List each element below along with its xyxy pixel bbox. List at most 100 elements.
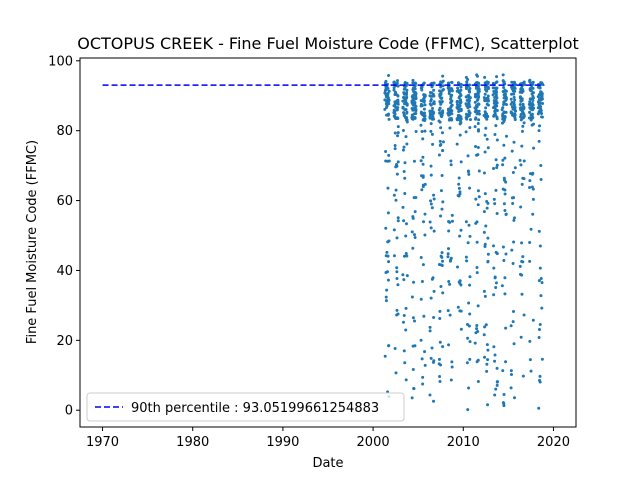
scatter-point	[401, 320, 405, 324]
scatter-point	[467, 99, 471, 103]
scatter-point	[491, 93, 495, 97]
scatter-point	[475, 271, 479, 275]
scatter-point	[530, 92, 534, 96]
scatter-point	[457, 109, 461, 113]
scatter-point	[394, 198, 398, 202]
scatter-point	[501, 163, 505, 167]
scatter-point	[473, 341, 477, 345]
scatter-point	[531, 212, 535, 216]
x-tick-label: 1970	[86, 435, 119, 450]
scatter-point	[459, 85, 463, 89]
scatter-point	[384, 299, 388, 303]
scatter-point	[485, 102, 489, 106]
scatter-point	[447, 88, 451, 92]
scatter-point	[467, 386, 471, 390]
scatter-point	[538, 266, 542, 270]
scatter-point	[482, 210, 486, 214]
scatter-point	[495, 75, 499, 79]
scatter-point	[512, 342, 516, 346]
scatter-point	[439, 189, 443, 193]
scatter-point	[429, 122, 433, 126]
scatter-point	[486, 87, 490, 91]
scatter-point	[482, 96, 486, 100]
scatter-point	[467, 96, 471, 100]
scatter-point	[504, 360, 508, 364]
scatter-point	[504, 326, 508, 330]
scatter-point	[484, 224, 488, 228]
scatter-point	[423, 212, 427, 216]
legend: 90th percentile : 93.05199661254883	[86, 392, 405, 422]
scatter-point	[495, 212, 499, 216]
scatter-point	[512, 218, 516, 222]
scatter-point	[476, 146, 480, 150]
scatter-point	[447, 107, 451, 111]
scatter-point	[450, 99, 454, 103]
scatter-point	[528, 339, 532, 343]
scatter-point	[419, 159, 423, 163]
scatter-point	[538, 93, 542, 97]
scatter-point	[503, 156, 507, 160]
scatter-point	[492, 106, 495, 110]
scatter-point	[414, 130, 418, 134]
scatter-point	[482, 333, 486, 337]
scatter-point	[528, 110, 532, 114]
scatter-point	[396, 160, 400, 164]
scatter-point	[464, 130, 468, 134]
scatter-point	[448, 117, 452, 121]
scatter-point	[458, 190, 462, 194]
scatter-point	[495, 163, 499, 167]
plot-frame	[79, 57, 577, 428]
scatter-point	[493, 133, 497, 137]
legend-label: 90th percentile : 93.05199661254883	[131, 401, 379, 416]
scatter-point	[502, 176, 506, 180]
scatter-point	[401, 205, 405, 209]
scatter-point	[387, 98, 391, 102]
scatter-point	[520, 273, 524, 277]
scatter-point	[428, 113, 432, 117]
scatter-point	[468, 312, 472, 316]
scatter-point	[457, 186, 461, 190]
scatter-point	[528, 259, 532, 263]
scatter-point	[384, 150, 388, 154]
scatter-point	[456, 81, 460, 85]
scatter-point	[538, 86, 542, 90]
scatter-point	[486, 348, 490, 352]
scatter-point	[501, 369, 505, 373]
scatter-point	[512, 140, 516, 144]
y-axis-label: Fine Fuel Moisture Code (FFMC)	[25, 140, 40, 344]
y-tick-label: 40	[56, 264, 73, 279]
scatter-point	[387, 89, 391, 93]
scatter-point	[403, 176, 407, 180]
scatter-point	[475, 240, 479, 244]
scatter-point	[446, 309, 450, 313]
scatter-point	[502, 404, 506, 408]
scatter-point	[405, 274, 409, 278]
scatter-point	[459, 88, 463, 92]
scatter-point	[421, 175, 425, 179]
scatter-point	[423, 233, 427, 237]
scatter-point	[504, 98, 508, 102]
scatter-point	[476, 102, 480, 106]
scatter-point	[483, 92, 487, 96]
scatter-point	[413, 210, 417, 214]
scatter-point	[439, 126, 443, 130]
scatter-point	[413, 102, 417, 106]
scatter-point	[464, 220, 468, 224]
scatter-point	[491, 86, 495, 90]
scatter-point	[522, 121, 526, 125]
scatter-point	[456, 265, 460, 269]
scatter-point	[404, 96, 408, 100]
scatter-point	[432, 289, 436, 293]
scatter-point	[422, 107, 426, 111]
scatter-point	[532, 122, 535, 126]
scatter-point	[485, 362, 489, 366]
scatter-point	[392, 193, 396, 197]
scatter-point	[423, 103, 427, 107]
scatter-point	[429, 226, 433, 230]
scatter-point	[455, 142, 459, 146]
x-tick-label: 1980	[176, 435, 209, 450]
scatter-point	[511, 202, 515, 206]
scatter-point	[438, 143, 442, 147]
scatter-point	[518, 103, 522, 107]
scatter-point	[474, 221, 478, 225]
